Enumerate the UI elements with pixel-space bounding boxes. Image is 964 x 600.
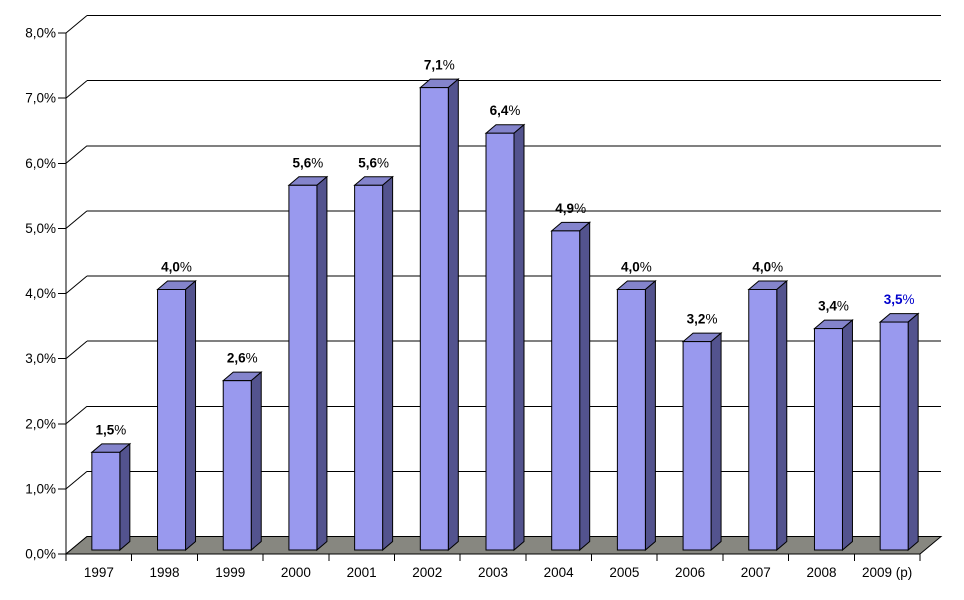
gridline-depth-connector [65,275,88,294]
bar-front-face [288,184,318,551]
bar-value-label: 4,0% [161,260,192,275]
bar-side-face [644,279,656,552]
y-axis-label: 4,0% [25,286,56,301]
bar-side-face [447,78,459,552]
bar-value-label: 5,6% [358,155,389,170]
gridline-depth-connector [65,405,88,425]
bar [353,175,394,552]
x-axis-label: 2001 [347,565,377,580]
bar [681,332,723,552]
y-axis-label: 3,0% [25,351,56,366]
bar-side-face [841,318,853,552]
gridline-depth-connector [65,15,88,34]
bar-front-face [813,328,843,551]
bar-value-label: 3,5% [884,292,915,307]
gridline-depth-connector [65,470,88,490]
gridline-depth-connector [65,145,88,164]
x-axis-label: 2000 [281,565,311,580]
x-axis-label: 2007 [741,565,771,580]
bar-front-face [419,87,449,551]
bar-value-label: 6,4% [490,103,521,118]
bar [550,221,592,552]
x-axis-label: 2006 [675,565,705,580]
y-axis-label: 1,0% [25,481,56,496]
bar-front-face [157,289,187,551]
bar [156,279,197,552]
bar-front-face [222,380,252,551]
bar-side-face [579,221,591,552]
bar-side-face [316,175,328,552]
x-axis-label: 2002 [412,565,442,580]
bar-front-face [91,451,121,551]
gridline-depth-connector [65,340,88,360]
bar-side-face [710,332,722,552]
bar-side-face [907,312,919,552]
x-axis-label: 1997 [84,565,114,580]
bar [90,442,132,552]
gridline-depth-connector [65,80,88,99]
x-axis-label: 1999 [215,565,245,580]
bar-value-label: 2,6% [227,351,258,366]
y-axis-label: 5,0% [25,221,56,236]
y-axis-label: 6,0% [25,156,56,171]
x-axis-label: 2005 [609,565,639,580]
y-axis-label: 2,0% [25,416,56,431]
y-axis-label: 0,0% [25,547,56,562]
x-axis-label: 2003 [478,565,508,580]
bar-front-face [551,230,581,551]
bar [747,279,789,552]
bar-front-face [616,289,646,551]
bar-value-label: 3,4% [818,299,849,314]
bar [878,312,920,552]
bar-value-label: 1,5% [95,422,126,437]
y-axis-label: 8,0% [25,26,56,41]
bar [418,78,460,552]
bar [813,318,854,552]
x-axis-label: 1998 [150,565,180,580]
x-axis-label: 2008 [806,565,836,580]
bar [221,371,263,552]
x-axis-label: 2009 (p) [862,565,912,580]
bar-front-face [682,341,712,551]
bar-front-face [354,184,384,551]
bar-side-face [513,123,525,552]
bar-value-label: 7,1% [424,58,455,73]
bar-value-label: 4,0% [752,260,783,275]
y-axis-label: 7,0% [25,91,56,106]
gridline-depth-connector [65,210,88,229]
x-axis-label: 2004 [544,565,575,580]
bar-front-face [879,321,909,551]
bar-value-label: 4,0% [621,260,652,275]
bar [616,279,657,552]
bar-side-face [250,371,262,552]
bar-side-face [382,175,394,552]
bar-front-face [748,289,778,551]
bar-side-face [185,279,197,552]
bar-value-label: 3,2% [687,312,718,327]
bar-side-face [776,279,788,552]
bar-value-label: 5,6% [293,155,324,170]
bar [287,175,329,552]
bar [484,123,526,552]
bar-side-face [119,442,131,552]
bar-front-face [485,132,515,551]
bar-value-label: 4,9% [555,201,586,216]
